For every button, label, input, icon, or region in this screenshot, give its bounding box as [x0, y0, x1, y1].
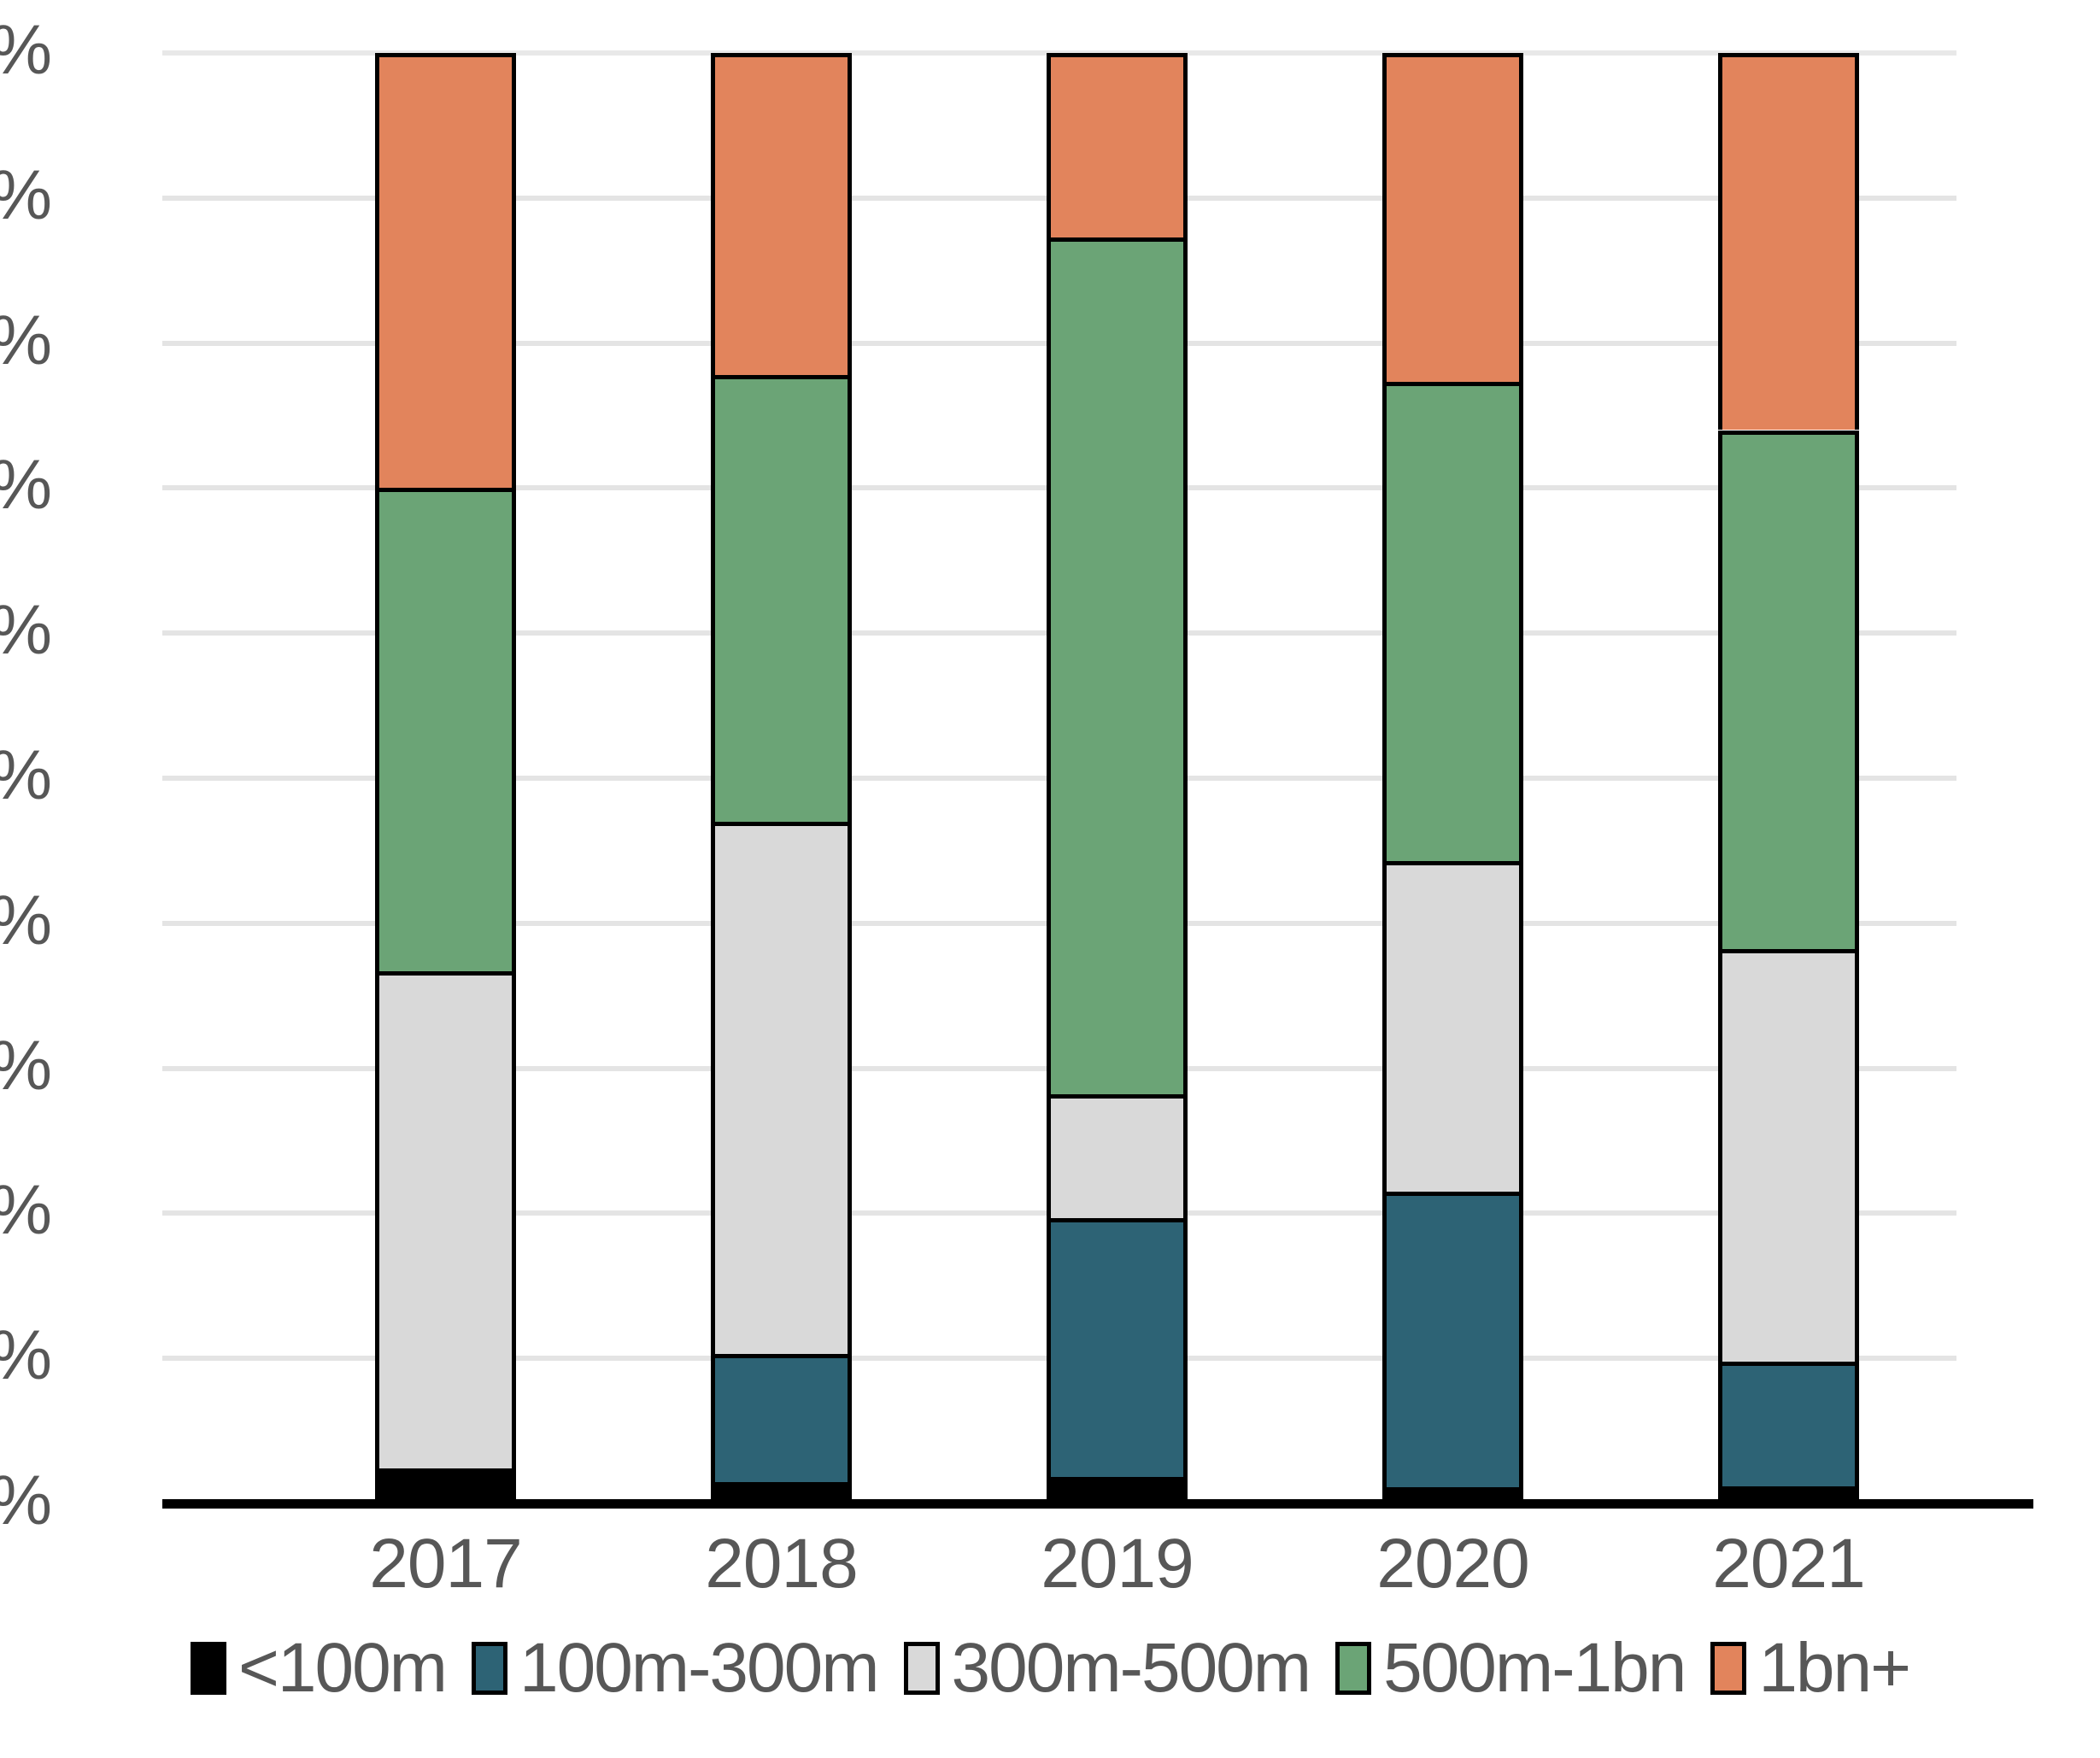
- bar-segment[interactable]: [1382, 53, 1523, 383]
- legend-swatch-icon: [903, 1642, 940, 1695]
- legend-label: 100m-300m: [519, 1629, 880, 1707]
- bar-stack: [1382, 53, 1523, 1503]
- y-axis-tick-label: 50%: [0, 741, 52, 811]
- bar-segment[interactable]: [1382, 1191, 1523, 1488]
- legend-swatch-icon: [471, 1642, 507, 1695]
- x-axis-tick-label: 2018: [705, 1525, 858, 1603]
- bar-segment[interactable]: [1718, 1486, 1859, 1503]
- bar-segment[interactable]: [1718, 1361, 1859, 1486]
- bar-group-2020[interactable]: [1382, 53, 1523, 1503]
- bar-segment[interactable]: [1047, 1217, 1188, 1478]
- y-axis-tick-label: 30%: [0, 1030, 52, 1101]
- legend-item[interactable]: 500m-1bn: [1335, 1629, 1686, 1707]
- bar-segment[interactable]: [711, 821, 852, 1355]
- legend-label: 300m-500m: [951, 1629, 1312, 1707]
- y-axis-tick-label: 90%: [0, 160, 52, 231]
- legend-swatch-icon: [1335, 1642, 1372, 1695]
- bar-segment[interactable]: [375, 488, 516, 971]
- legend-swatch-icon: [1710, 1642, 1747, 1695]
- bar-stack: [711, 53, 852, 1503]
- bar-segment[interactable]: [711, 1354, 852, 1482]
- bar-segment[interactable]: [1382, 860, 1523, 1192]
- bar-segment[interactable]: [1718, 430, 1859, 950]
- bar-stack: [1718, 53, 1859, 1503]
- x-axis-tick-label: 2020: [1376, 1525, 1529, 1603]
- bar-stack: [1047, 53, 1188, 1503]
- bar-segment[interactable]: [711, 374, 852, 822]
- bar-group-2019[interactable]: [1047, 53, 1188, 1503]
- y-axis-tick-label: 0%: [0, 1466, 52, 1536]
- bar-segment[interactable]: [1047, 1094, 1188, 1218]
- plot-area: [162, 50, 1956, 1503]
- bar-segment[interactable]: [375, 970, 516, 1469]
- bar-segment[interactable]: [1382, 382, 1523, 861]
- y-axis-tick-label: 70%: [0, 450, 52, 520]
- x-axis-baseline: [162, 1499, 2033, 1509]
- x-axis-tick-label: 2017: [369, 1525, 522, 1603]
- legend-item[interactable]: 300m-500m: [903, 1629, 1312, 1707]
- bar-segment[interactable]: [1047, 53, 1188, 237]
- y-axis-tick-label: 100%: [0, 15, 52, 85]
- bar-group-2021[interactable]: [1718, 53, 1859, 1503]
- bar-segment[interactable]: [1718, 949, 1859, 1362]
- bar-stack: [375, 53, 516, 1503]
- y-axis-tick-label: 80%: [0, 305, 52, 376]
- y-axis-tick-label: 60%: [0, 595, 52, 665]
- legend-item[interactable]: 100m-300m: [471, 1629, 880, 1707]
- y-axis-tick-label: 20%: [0, 1175, 52, 1245]
- x-axis: 2017 2018 2019 2020 2021: [278, 1529, 1956, 1623]
- legend-label: <100m: [238, 1629, 448, 1707]
- bar-segment[interactable]: [375, 53, 516, 489]
- legend-label: 1bn+: [1758, 1629, 1911, 1707]
- x-axis-tick-label: 2019: [1041, 1525, 1194, 1603]
- legend-label: 500m-1bn: [1383, 1629, 1686, 1707]
- gridline: [162, 50, 1956, 56]
- legend-item[interactable]: 1bn+: [1710, 1629, 1911, 1707]
- bar-group-2017[interactable]: [375, 53, 516, 1503]
- x-axis-tick-label: 2021: [1712, 1525, 1865, 1603]
- bar-group-2018[interactable]: [711, 53, 852, 1503]
- y-axis-tick-label: 40%: [0, 885, 52, 956]
- bar-segment[interactable]: [1718, 53, 1859, 431]
- y-axis-tick-label: 10%: [0, 1321, 52, 1391]
- bar-segment[interactable]: [711, 53, 852, 375]
- bar-segment[interactable]: [1047, 1477, 1188, 1503]
- bar-segment[interactable]: [1047, 237, 1188, 1095]
- bar-segment[interactable]: [375, 1468, 516, 1503]
- legend-swatch-icon: [190, 1642, 226, 1695]
- legend-item[interactable]: <100m: [190, 1629, 448, 1707]
- chart-legend: <100m 100m-300m 300m-500m 500m-1bn 1bn+: [0, 1633, 2100, 1703]
